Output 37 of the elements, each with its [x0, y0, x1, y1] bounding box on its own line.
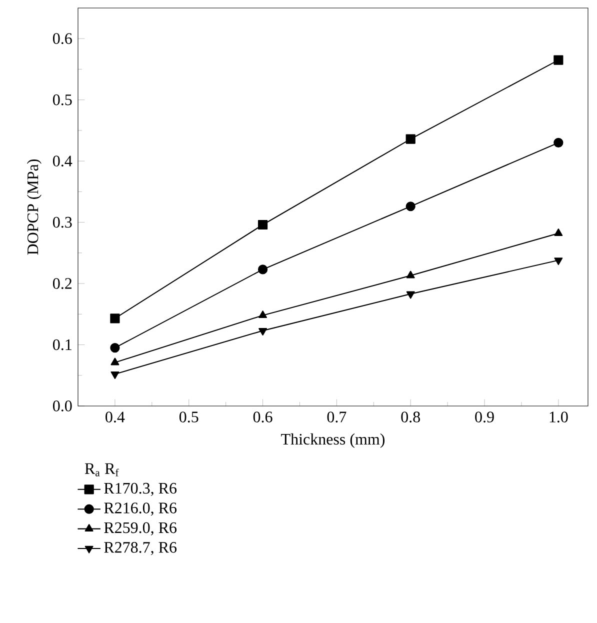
y-tick-label: 0.0: [53, 400, 72, 412]
point: [406, 134, 416, 144]
x-tick-label: 0.7: [327, 412, 346, 422]
y-axis-title: DOPCP (MPa): [26, 159, 42, 255]
legend-label: R259.0, R6: [104, 522, 177, 536]
point: [554, 55, 564, 65]
legend-label: R216.0, R6: [104, 502, 177, 516]
x-tick-label: 1.0: [550, 412, 568, 422]
legend-label: R170.3, R6: [104, 482, 177, 496]
y-tick-label: 0.2: [53, 278, 72, 289]
legend-title: R$_{a}$ R$_{f}$: [84, 463, 119, 476]
x-axis-title: Thickness (mm): [281, 433, 385, 448]
point: [110, 371, 120, 379]
x-tick-label: 0.4: [106, 412, 125, 422]
point: [406, 270, 415, 278]
x-tick-label: 0.6: [253, 412, 272, 422]
point: [554, 228, 563, 236]
point: [406, 291, 415, 299]
y-tick-label: 0.3: [53, 216, 72, 228]
point: [258, 310, 268, 318]
point: [110, 358, 120, 366]
legend-label: R278.7, R6: [104, 542, 177, 556]
y-tick-label: 0.1: [53, 339, 72, 350]
point: [110, 343, 120, 353]
x-tick-label: 0.5: [179, 412, 198, 422]
point: [554, 258, 563, 266]
x-tick-label: 0.9: [475, 412, 494, 422]
y-tick-label: 0.5: [53, 94, 72, 106]
point: [554, 138, 564, 148]
point: [406, 202, 416, 212]
point: [258, 220, 268, 230]
x-tick-label: 0.8: [401, 412, 420, 422]
point: [110, 314, 120, 324]
y-tick-label: 0.6: [53, 33, 72, 44]
point: [258, 264, 268, 274]
y-tick-label: 0.4: [53, 156, 72, 167]
point: [258, 328, 268, 336]
